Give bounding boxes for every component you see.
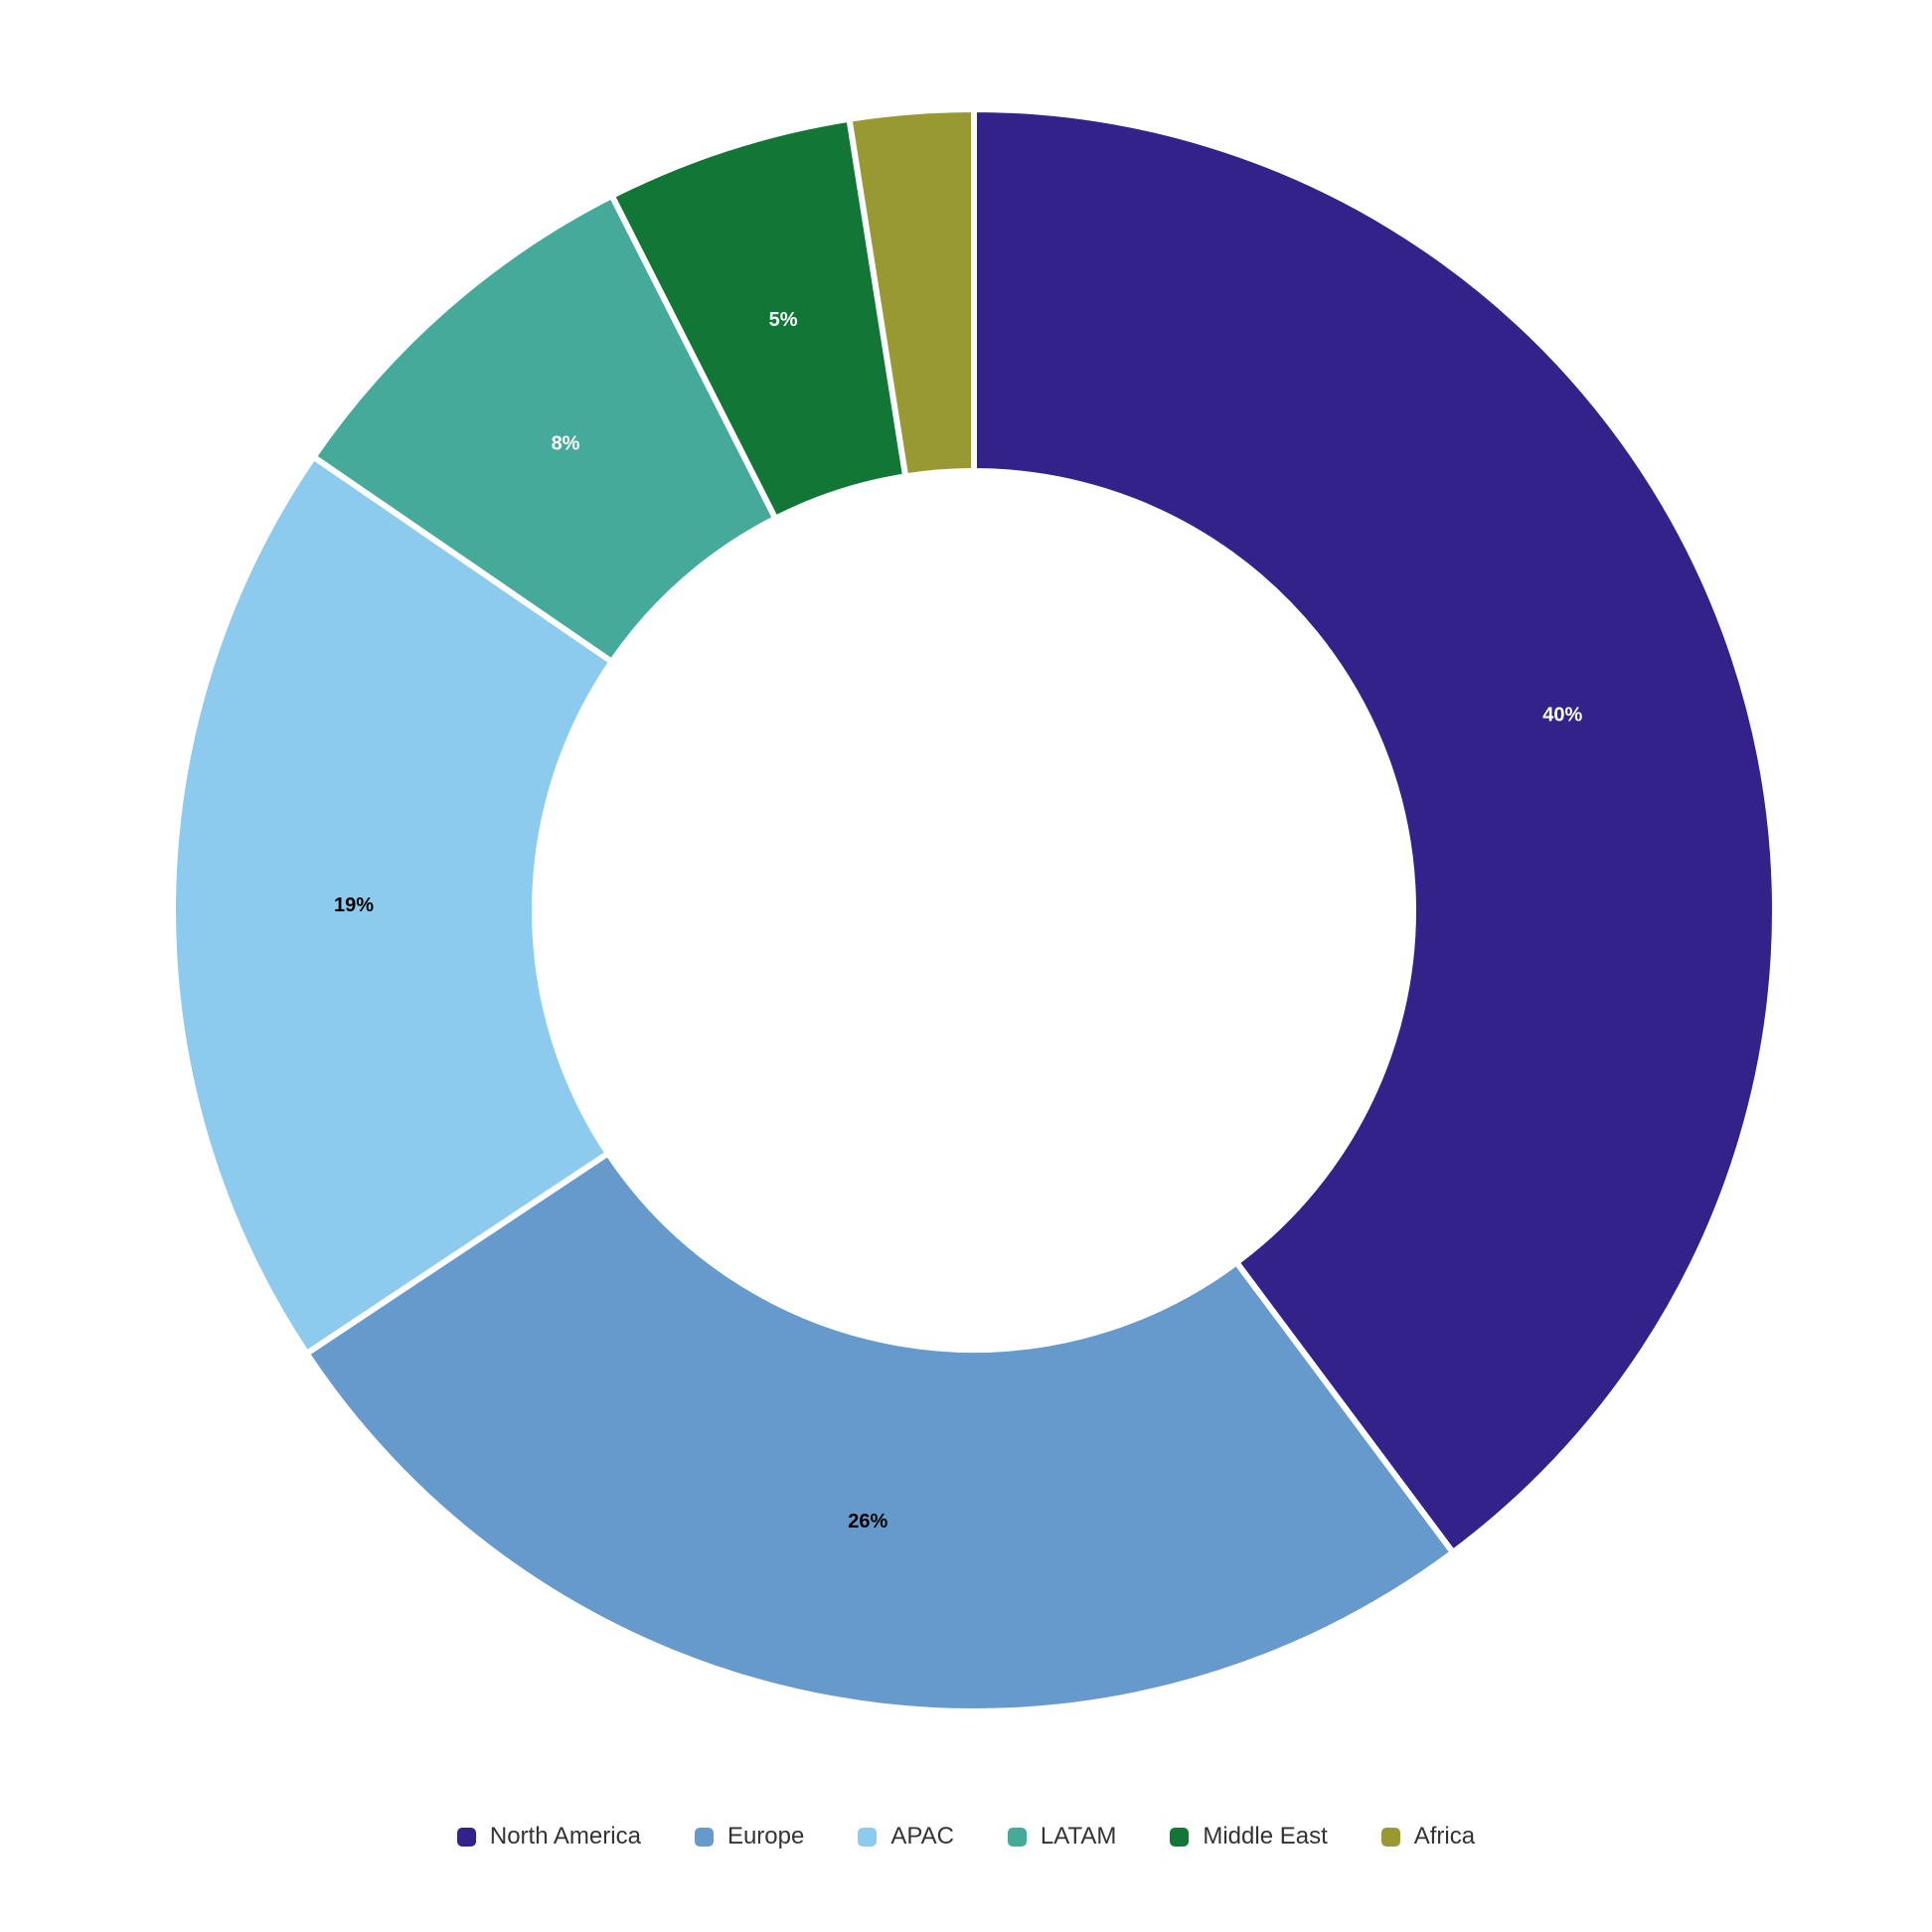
slice-label-north-america: 40% xyxy=(1542,704,1582,725)
legend-swatch xyxy=(694,1827,714,1847)
legend-item-middle-east[interactable]: Middle East xyxy=(1170,1823,1328,1851)
slice-north-america[interactable] xyxy=(971,106,1778,1556)
slices-group xyxy=(170,106,1778,1714)
slice-label-middle-east: 5% xyxy=(769,309,798,331)
legend-swatch xyxy=(1170,1827,1190,1847)
legend-label: APAC xyxy=(890,1823,954,1850)
legend-item-apac[interactable]: APAC xyxy=(858,1823,954,1851)
legend-item-africa[interactable]: Africa xyxy=(1380,1823,1476,1851)
slice-label-apac: 19% xyxy=(334,894,374,916)
legend-swatch xyxy=(858,1827,878,1847)
slice-labels-group: 40% 26% 19% 8% 5% xyxy=(334,309,1582,1532)
slice-africa[interactable] xyxy=(846,106,977,480)
legend-label: Europe xyxy=(726,1823,805,1850)
legend-label: LATAM xyxy=(1040,1823,1117,1850)
legend-item-latam[interactable]: LATAM xyxy=(1007,1823,1117,1851)
slice-label-latam: 8% xyxy=(552,432,580,454)
legend-swatch xyxy=(456,1827,476,1847)
legend-swatch xyxy=(1380,1827,1400,1847)
slice-latam[interactable] xyxy=(310,192,779,665)
legend-label: Africa xyxy=(1413,1823,1476,1850)
legend-item-europe[interactable]: Europe xyxy=(694,1823,805,1851)
legend-label: North America xyxy=(489,1823,641,1850)
legend: North America Europe APAC LATAM Middle East A… xyxy=(0,1817,1932,1856)
legend-swatch xyxy=(1007,1827,1027,1847)
slice-label-europe: 26% xyxy=(848,1511,887,1532)
legend-label: Middle East xyxy=(1203,1823,1328,1850)
slice-apac[interactable] xyxy=(170,453,615,1357)
legend-item-north-america[interactable]: North America xyxy=(456,1823,641,1851)
slice-europe[interactable] xyxy=(303,1150,1456,1714)
